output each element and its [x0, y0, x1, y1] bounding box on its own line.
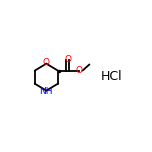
Text: O: O — [76, 66, 83, 75]
Text: O: O — [43, 58, 50, 67]
Text: NH: NH — [40, 87, 53, 96]
Text: HCl: HCl — [101, 70, 123, 83]
Text: O: O — [64, 55, 71, 64]
